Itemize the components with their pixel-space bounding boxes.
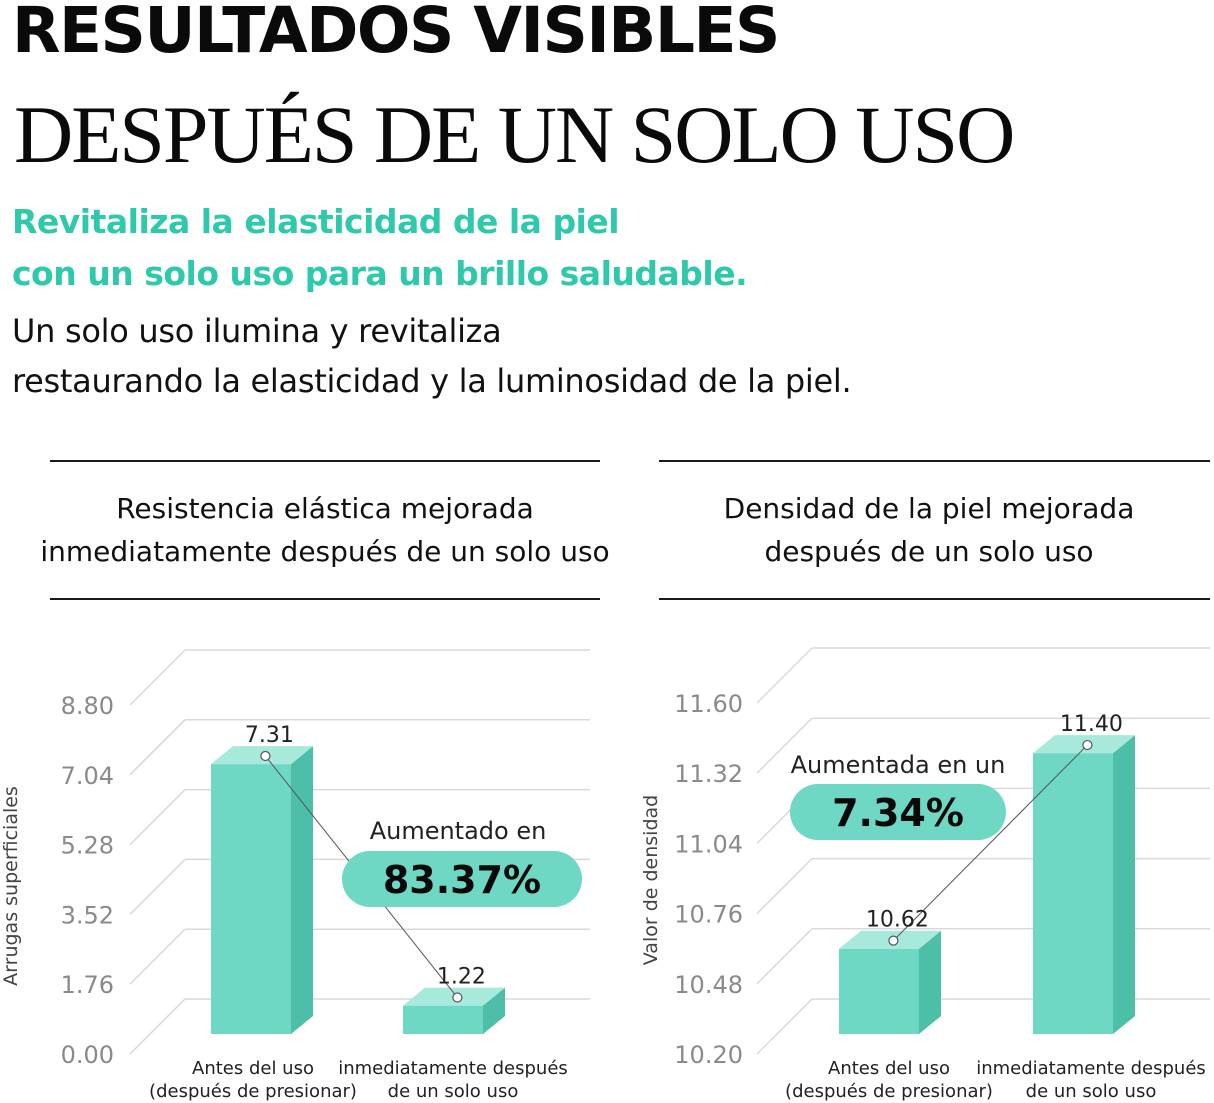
- bar: [839, 948, 919, 1034]
- chart1-title-line2: inmediatamente después de un solo uso: [40, 535, 609, 568]
- headline-secondary: DESPUÉS DE UN SOLO USO: [14, 89, 1015, 180]
- category-label-line1: Antes del uso: [192, 1058, 314, 1079]
- annotation-badge: [342, 851, 582, 907]
- category-label-line2: (después de presionar): [149, 1081, 357, 1102]
- accent-subtitle-line1: Revitaliza la elasticidad de la piel: [12, 202, 620, 241]
- chart2-ylabel: Valor de densidad: [640, 795, 662, 965]
- gridline-diagonal: [756, 998, 813, 1055]
- gridline-diagonal: [756, 717, 813, 774]
- y-tick-label: 1.76: [61, 971, 114, 999]
- bar: [1033, 753, 1113, 1034]
- chart2-grid: [756, 647, 1210, 1055]
- category-label-line1: inmediatamente después: [338, 1058, 568, 1079]
- bar-side-face: [1113, 735, 1135, 1034]
- value-point: [452, 992, 463, 1003]
- gridline-diagonal: [129, 789, 186, 846]
- category-label-line2: de un solo uso: [1026, 1081, 1157, 1102]
- y-tick-label: 10.48: [674, 971, 743, 999]
- value-label: 7.31: [245, 723, 294, 748]
- gridline-diagonal: [129, 858, 186, 915]
- chart1-title-line1: Resistencia elástica mejorada: [116, 492, 534, 525]
- chart2-marks: 10.62 11.40 Aumentada en un 7.34% Antes del …: [785, 712, 1206, 1102]
- gridline-diagonal: [129, 998, 186, 1055]
- chart2-title-line2: después de un solo uso: [764, 535, 1093, 568]
- annotation-value: 7.34%: [832, 791, 964, 835]
- y-tick-label: 10.76: [674, 901, 743, 929]
- body-text-line1: Un solo uso ilumina y revitaliza: [12, 312, 502, 350]
- value-label: 10.62: [866, 908, 929, 933]
- chart1-ylabel: Arrugas superficiales: [0, 786, 22, 986]
- y-tick-label: 11.60: [674, 690, 743, 718]
- chart-panel-density: Densidad de la piel mejorada después de …: [640, 460, 1210, 1102]
- accent-subtitle-line2: con un solo uso para un brillo saludable…: [12, 254, 748, 293]
- value-point: [1082, 739, 1093, 751]
- chart1-bars: [211, 746, 505, 1034]
- annotation-label: Aumentada en un: [791, 751, 1006, 779]
- gridline-diagonal: [129, 928, 186, 985]
- annotation-badge: [790, 784, 1006, 840]
- category-label-line2: de un solo uso: [388, 1081, 519, 1102]
- value-point: [260, 750, 271, 762]
- bar: [211, 764, 291, 1034]
- annotation-value: 83.37%: [383, 858, 541, 902]
- value-point: [888, 935, 899, 946]
- gridline-diagonal: [756, 858, 813, 915]
- bar-side-face: [291, 746, 313, 1034]
- chart2-y-ticks: 10.20 10.48 10.76 11.04 11.32 11.60: [674, 690, 743, 1069]
- gridline-diagonal: [756, 647, 813, 704]
- bar: [403, 1005, 483, 1034]
- chart-panel-elasticity: Resistencia elástica mejorada inmediatam…: [0, 460, 610, 1102]
- chart2-bars: [839, 735, 1135, 1034]
- y-tick-label: 8.80: [61, 692, 114, 720]
- headline-primary: RESULTADOS VISIBLES: [12, 0, 780, 67]
- gridline-diagonal: [129, 649, 186, 706]
- chart2-title-line1: Densidad de la piel mejorada: [724, 492, 1135, 525]
- category-label-line1: inmediatamente después: [976, 1058, 1206, 1079]
- y-tick-label: 7.04: [61, 762, 114, 790]
- leader-line: [893, 744, 1088, 941]
- y-tick-label: 0.00: [61, 1041, 114, 1069]
- bar-side-face: [919, 930, 941, 1034]
- category-label-line2: (después de presionar): [785, 1081, 993, 1102]
- value-label: 1.22: [437, 965, 486, 990]
- chart1-marks: 7.31 1.22 Aumentado en 83.37% Antes del uso(…: [149, 723, 582, 1102]
- category-label-line1: Antes del uso: [828, 1058, 950, 1079]
- chart1-y-ticks: 0.00 1.76 3.52 5.28 7.04 8.80: [61, 692, 114, 1069]
- y-tick-label: 11.32: [674, 760, 743, 788]
- y-tick-label: 11.04: [674, 830, 743, 858]
- annotation-label: Aumentado en: [370, 817, 547, 845]
- gridline-diagonal: [756, 928, 813, 985]
- bar-side-face: [483, 987, 505, 1034]
- value-label: 11.40: [1060, 712, 1123, 737]
- y-tick-label: 10.20: [674, 1041, 743, 1069]
- body-text-line2: restaurando la elasticidad y la luminosi…: [12, 362, 852, 400]
- y-tick-label: 5.28: [61, 832, 114, 860]
- y-tick-label: 3.52: [61, 901, 114, 929]
- gridline-diagonal: [129, 719, 186, 776]
